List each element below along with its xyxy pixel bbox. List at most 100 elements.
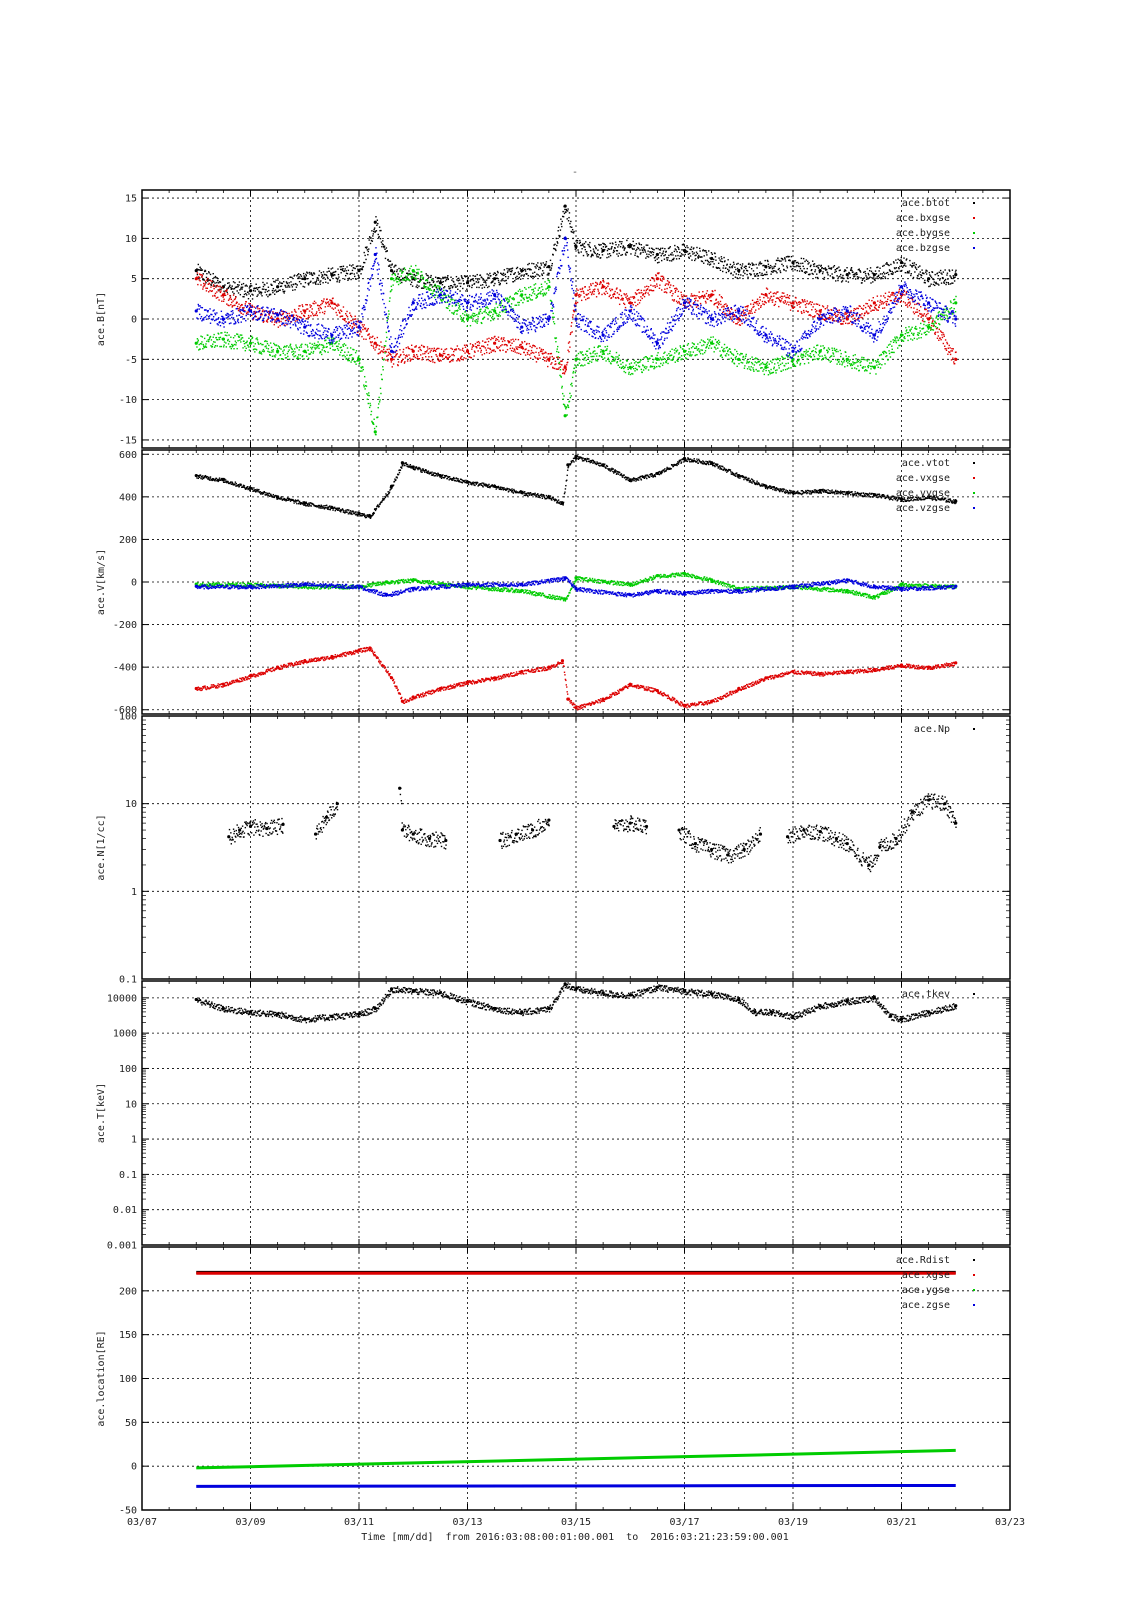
data-point <box>818 357 820 360</box>
data-point <box>385 331 388 334</box>
data-point <box>849 273 851 275</box>
data-point <box>487 347 489 349</box>
data-point <box>431 294 434 297</box>
data-point <box>849 312 851 314</box>
data-point <box>759 261 761 263</box>
data-point <box>376 224 378 227</box>
data-point <box>601 285 605 289</box>
data-point <box>796 360 798 362</box>
data-point <box>677 254 679 257</box>
data-point <box>469 317 471 319</box>
data-point <box>618 293 620 296</box>
data-point <box>881 301 884 303</box>
data-point <box>599 282 601 284</box>
data-point <box>675 350 678 353</box>
data-point <box>848 315 850 317</box>
data-point <box>562 369 565 371</box>
data-point <box>563 414 567 418</box>
data-point <box>358 277 360 279</box>
data-point <box>236 284 239 286</box>
data-point <box>226 291 228 293</box>
data-point <box>220 332 222 334</box>
data-point <box>674 361 676 363</box>
data-point <box>650 289 652 291</box>
data-point <box>438 287 440 290</box>
data-point <box>698 247 701 250</box>
data-point <box>406 272 408 275</box>
data-point <box>715 344 718 346</box>
data-point <box>934 331 937 334</box>
data-point <box>273 342 275 345</box>
data-point <box>621 253 624 256</box>
data-point <box>541 273 543 275</box>
data-point <box>952 357 954 359</box>
data-point <box>331 267 334 269</box>
data-point <box>539 292 541 294</box>
data-point <box>259 314 262 316</box>
data-point <box>520 299 522 302</box>
data-point <box>802 257 805 260</box>
data-point <box>740 352 742 355</box>
data-point <box>611 246 613 248</box>
data-point <box>239 293 242 296</box>
data-point <box>452 360 454 362</box>
data-point <box>622 361 624 364</box>
data-point <box>849 269 852 271</box>
data-point <box>904 302 907 304</box>
data-point <box>865 278 868 280</box>
data-point <box>569 226 572 228</box>
data-point <box>505 297 507 299</box>
data-point <box>391 264 393 266</box>
data-point <box>705 302 707 304</box>
data-point <box>715 259 717 261</box>
data-point <box>493 277 497 281</box>
data-point <box>198 349 200 351</box>
data-point <box>680 355 683 357</box>
data-point <box>276 351 278 354</box>
data-point <box>822 345 824 347</box>
data-point <box>222 300 225 302</box>
data-point <box>367 327 369 330</box>
data-point <box>755 362 758 364</box>
data-point <box>603 243 605 245</box>
data-point <box>439 286 441 288</box>
data-point <box>242 282 245 285</box>
data-point <box>819 270 821 273</box>
data-point <box>353 273 355 275</box>
data-point <box>767 260 769 263</box>
data-point <box>542 270 544 272</box>
data-point <box>650 365 652 367</box>
data-point <box>500 345 502 347</box>
data-point <box>769 373 771 375</box>
data-point <box>754 358 756 360</box>
data-point <box>701 256 703 258</box>
data-point <box>950 277 953 280</box>
data-point <box>594 246 597 249</box>
data-point <box>377 352 380 355</box>
data-point <box>905 304 907 307</box>
data-point <box>846 315 849 317</box>
data-point <box>425 288 428 290</box>
data-point <box>672 358 674 360</box>
data-point <box>534 345 536 348</box>
data-point <box>782 357 784 359</box>
data-point <box>543 359 546 362</box>
data-point <box>619 290 622 292</box>
data-point <box>593 355 595 358</box>
data-point <box>941 273 943 275</box>
data-point <box>828 359 830 362</box>
data-point <box>480 349 483 352</box>
data-point <box>913 264 915 266</box>
data-point <box>915 311 917 313</box>
data-point <box>483 281 485 283</box>
data-point <box>344 317 346 320</box>
data-point <box>655 275 657 277</box>
data-point <box>655 274 657 276</box>
data-point <box>197 276 200 279</box>
data-point <box>291 348 294 350</box>
data-point <box>511 297 513 299</box>
data-point <box>448 356 450 359</box>
data-point <box>934 284 936 287</box>
data-point <box>316 314 318 317</box>
data-point <box>455 286 457 288</box>
